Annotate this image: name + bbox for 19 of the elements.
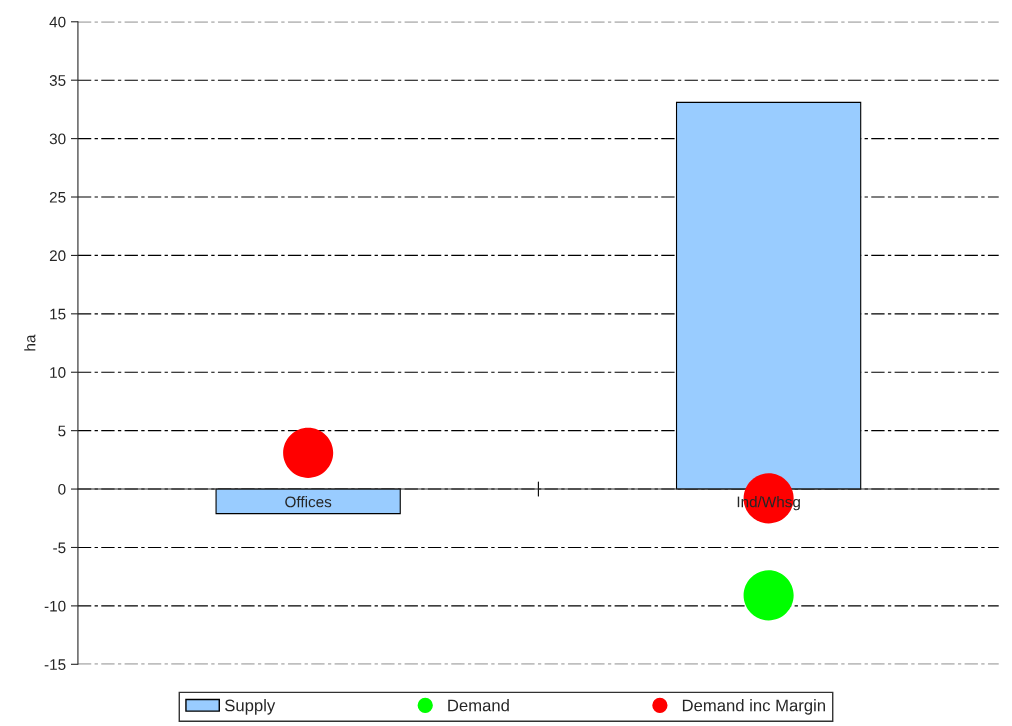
y-tick-label: 30 — [49, 133, 66, 145]
y-tick-label: 35 — [49, 75, 66, 86]
y-tick-label: 25 — [49, 191, 66, 203]
y-tick-label: -5 — [53, 542, 66, 554]
y-tick-label: 15 — [50, 308, 66, 320]
y-tick-label: 20 — [49, 250, 66, 262]
y-tick-label: -15 — [44, 659, 66, 670]
y-tick-label: 5 — [58, 425, 66, 437]
y-tick-label: 40 — [49, 16, 66, 28]
x-tick-label: Offices — [285, 496, 332, 508]
legend-label: Demand — [448, 699, 509, 712]
point — [283, 427, 334, 478]
y-tick-label: 10 — [50, 367, 66, 378]
y-tick-label: -10 — [44, 600, 66, 612]
y-tick-label: 0 — [58, 483, 66, 495]
legend-label: Demand inc Margin — [682, 699, 825, 715]
point — [743, 570, 794, 621]
legend-label: Supply — [225, 699, 276, 715]
y-axis-title: ha — [24, 334, 36, 351]
